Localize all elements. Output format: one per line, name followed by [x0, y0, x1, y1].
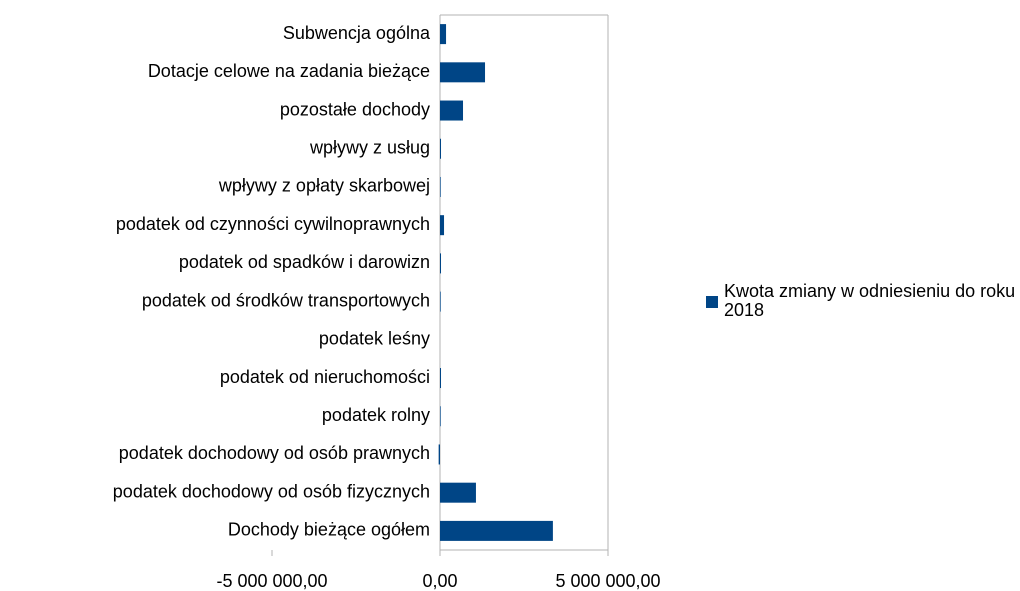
y-tick-label: podatek dochodowy od osób fizycznych	[113, 481, 430, 501]
y-tick-label: wpływy z usług	[309, 138, 430, 158]
bar	[440, 406, 441, 427]
bar	[440, 215, 445, 236]
y-tick-label: podatek od środków transportowych	[142, 290, 430, 310]
bar	[440, 100, 464, 121]
bar	[440, 482, 476, 503]
legend-swatch	[706, 296, 718, 308]
bar	[440, 138, 442, 159]
y-tick-label: podatek rolny	[322, 405, 430, 425]
legend-label: Kwota zmiany w odniesieniu do roku 2018	[724, 281, 1016, 320]
bar	[440, 24, 447, 45]
y-tick-label: wpływy z opłaty skarbowej	[218, 176, 430, 196]
y-tick-label: podatek dochodowy od osób prawnych	[119, 443, 430, 463]
bar	[440, 176, 441, 197]
x-tick-label: 0,00	[422, 571, 457, 591]
y-tick-label: podatek od spadków i darowizn	[179, 252, 430, 272]
y-tick-label: podatek od czynności cywilnoprawnych	[116, 214, 430, 234]
x-tick-label: -5 000 000,00	[216, 571, 327, 591]
y-tick-label: Dotacje celowe na zadania bieżące	[148, 61, 430, 81]
y-tick-label: Subwencja ogólna	[283, 23, 431, 43]
y-tick-label: pozostałe dochody	[280, 99, 430, 119]
bar	[440, 253, 442, 274]
y-tick-label: Dochody bieżące ogółem	[228, 520, 430, 540]
legend: Kwota zmiany w odniesieniu do roku 2018	[706, 282, 1020, 320]
y-tick-label: podatek od nieruchomości	[220, 367, 430, 387]
bar	[440, 291, 441, 312]
bar	[440, 62, 486, 83]
bar	[438, 444, 440, 465]
bar	[440, 368, 442, 389]
bar	[440, 520, 553, 541]
y-tick-label: podatek leśny	[319, 329, 430, 349]
x-tick-label: 5 000 000,00	[555, 571, 660, 591]
